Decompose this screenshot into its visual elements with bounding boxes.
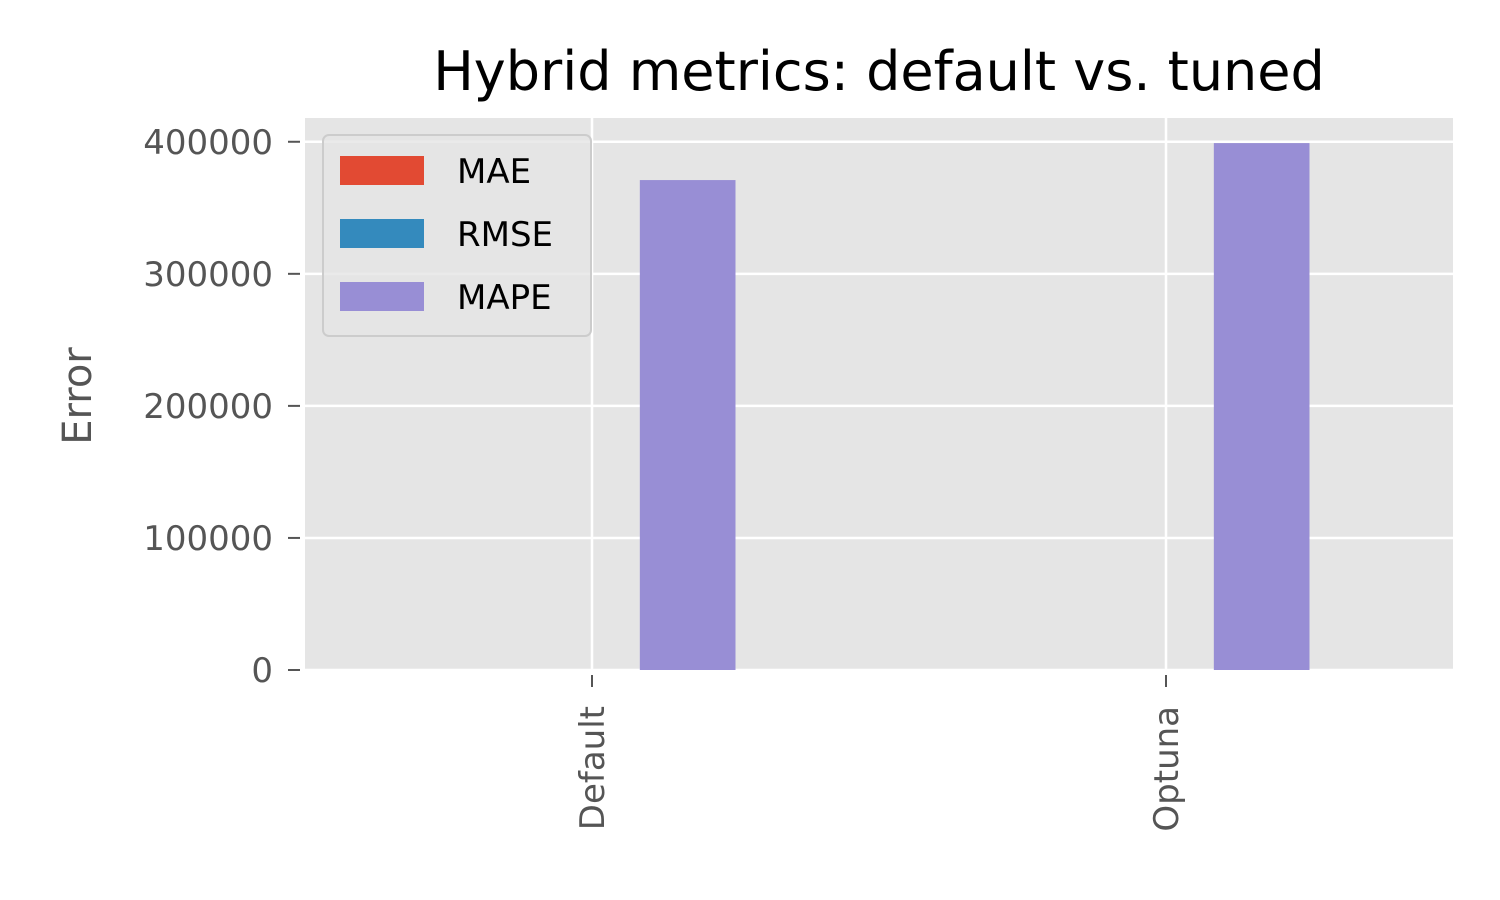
y-tick-label: 100000 [143,519,273,559]
legend-label-mae: MAE [457,152,531,192]
bar-mape-default [639,180,736,670]
x-tick-label: Optuna [1147,706,1187,832]
x-tick-label: Default [573,706,613,830]
legend-swatch-rmse [340,219,424,248]
y-tick-label: 300000 [143,255,273,295]
y-tick-label: 200000 [143,387,273,427]
legend-label-rmse: RMSE [457,215,553,255]
bars [639,143,1310,670]
legend-swatch-mae [340,156,424,185]
chart-title: Hybrid metrics: default vs. tuned [433,40,1325,103]
y-tick-label: 0 [251,651,273,691]
legend-swatch-mape [340,282,424,311]
y-tick-label: 400000 [143,123,273,163]
bar-mape-optuna [1213,143,1310,670]
y-axis-label: Error [55,347,101,445]
y-axis: 0 100000 200000 300000 400000 [143,123,300,691]
legend: MAE RMSE MAPE [322,134,592,337]
x-axis: Default Optuna [573,675,1187,832]
legend-label-mape: MAPE [457,278,552,318]
